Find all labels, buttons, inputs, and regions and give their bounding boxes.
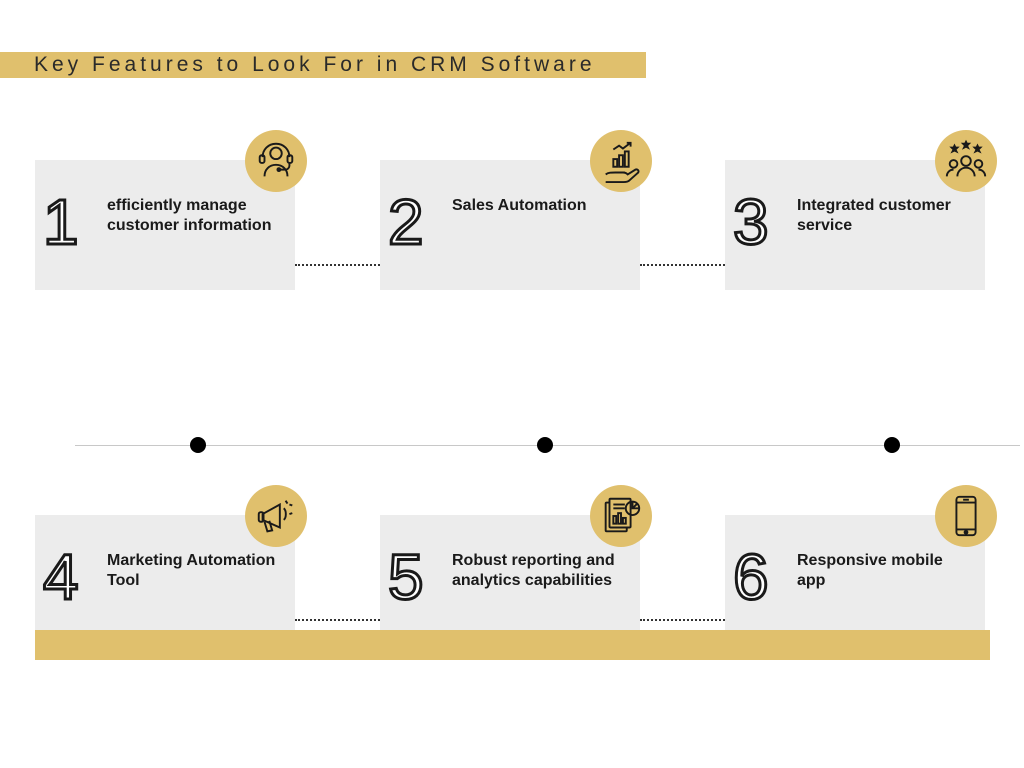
card-number: 4 <box>43 545 79 609</box>
people-stars-icon <box>935 130 997 192</box>
card-number: 5 <box>388 545 424 609</box>
card-label: Integrated customer service <box>797 196 972 236</box>
feature-card-1: 1 efficiently manage customer informatio… <box>35 160 295 290</box>
card-number: 2 <box>388 190 424 254</box>
timeline-dot <box>884 437 900 453</box>
headset-person-icon <box>245 130 307 192</box>
card-label: Marketing Automation Tool <box>107 551 282 591</box>
feature-card-2: 2 Sales Automation <box>380 160 640 290</box>
timeline-dot <box>537 437 553 453</box>
timeline-dot <box>190 437 206 453</box>
feature-card-6: 6 Responsive mobile app <box>725 515 985 645</box>
title-bar: Key Features to Look For in CRM Software <box>0 52 646 78</box>
feature-card-5: 5 Robust reporting and analytics capabil… <box>380 515 640 645</box>
dotted-connector <box>295 619 380 621</box>
dotted-connector <box>640 264 725 266</box>
megaphone-icon <box>245 485 307 547</box>
report-chart-icon <box>590 485 652 547</box>
mobile-phone-icon <box>935 485 997 547</box>
dotted-connector <box>640 619 725 621</box>
card-label: Sales Automation <box>452 196 627 216</box>
bottom-accent-bar <box>35 630 990 660</box>
card-number: 6 <box>733 545 769 609</box>
card-label: Responsive mobile app <box>797 551 972 591</box>
page-title: Key Features to Look For in CRM Software <box>34 53 596 77</box>
feature-card-3: 3 Integrated customer service <box>725 160 985 290</box>
growth-hand-icon <box>590 130 652 192</box>
card-label: efficiently manage customer information <box>107 196 282 236</box>
feature-card-4: 4 Marketing Automation Tool <box>35 515 295 645</box>
dotted-connector <box>295 264 380 266</box>
card-number: 1 <box>43 190 79 254</box>
card-label: Robust reporting and analytics capabilit… <box>452 551 627 591</box>
card-number: 3 <box>733 190 769 254</box>
